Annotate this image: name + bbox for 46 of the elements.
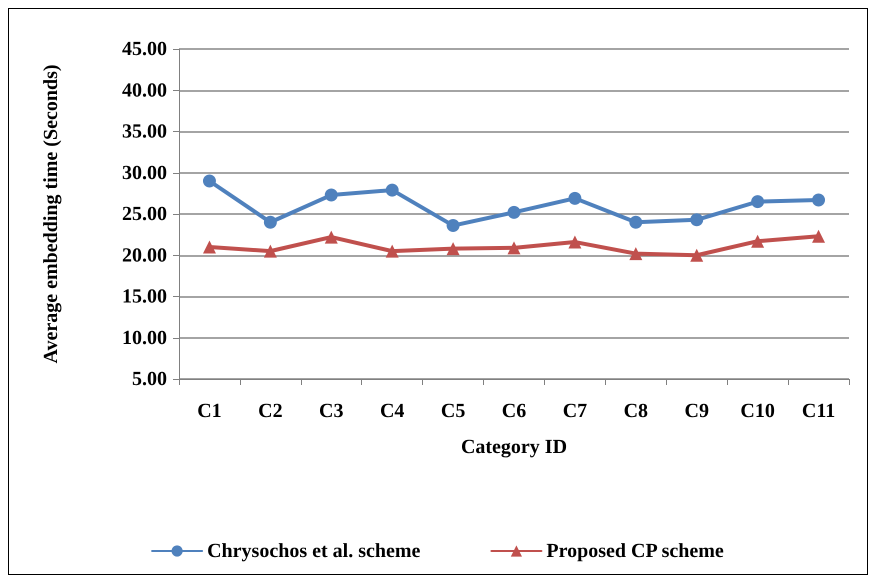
y-tick-label: 5.00	[132, 368, 167, 390]
point	[812, 230, 826, 243]
x-tick-label: C4	[380, 400, 404, 422]
x-axis-title: Category ID	[460, 436, 568, 458]
point	[690, 213, 704, 226]
point	[446, 219, 460, 232]
y-axis-title: Average embedding time (Seconds)	[40, 64, 62, 364]
point	[508, 206, 520, 219]
point	[324, 188, 338, 202]
x-tick-label: C5	[440, 400, 466, 422]
point	[751, 195, 764, 208]
y-tick-label: 15.00	[122, 286, 167, 308]
y-tick-label: 35.00	[122, 120, 167, 142]
y-tick-label: 40.00	[122, 79, 167, 102]
point	[202, 174, 216, 188]
x-tick-label: C3	[319, 400, 344, 422]
x-tick-label: C9	[684, 400, 709, 422]
legend-label: Proposed CP scheme	[546, 540, 724, 562]
y-tick-label: 45.00	[122, 38, 167, 60]
point	[508, 241, 520, 254]
point	[324, 230, 338, 244]
point	[812, 193, 826, 206]
point	[386, 184, 399, 197]
x-tick-label: C11	[802, 400, 836, 422]
x-tick-label: C6	[502, 400, 526, 422]
point	[446, 242, 460, 256]
x-tick-label: C2	[258, 400, 283, 422]
y-tick-label: 10.00	[122, 326, 167, 349]
y-tick-label: 30.00	[122, 162, 167, 184]
y-tick-label: 25.00	[122, 203, 167, 225]
point	[568, 192, 582, 205]
point	[568, 236, 582, 249]
x-tick-label: C8	[624, 400, 648, 422]
y-tick-label: 20.00	[122, 244, 167, 266]
point	[751, 234, 764, 248]
point	[264, 244, 277, 258]
point	[386, 244, 399, 258]
point	[202, 240, 216, 254]
x-tick-label: C1	[197, 400, 222, 422]
x-tick-label: C10	[740, 400, 775, 422]
point	[690, 248, 704, 262]
x-tick-label: C7	[562, 400, 588, 422]
point	[629, 247, 642, 260]
point	[264, 216, 277, 229]
legend-label: Chrysochos et al. scheme	[207, 540, 421, 562]
point	[629, 216, 642, 229]
